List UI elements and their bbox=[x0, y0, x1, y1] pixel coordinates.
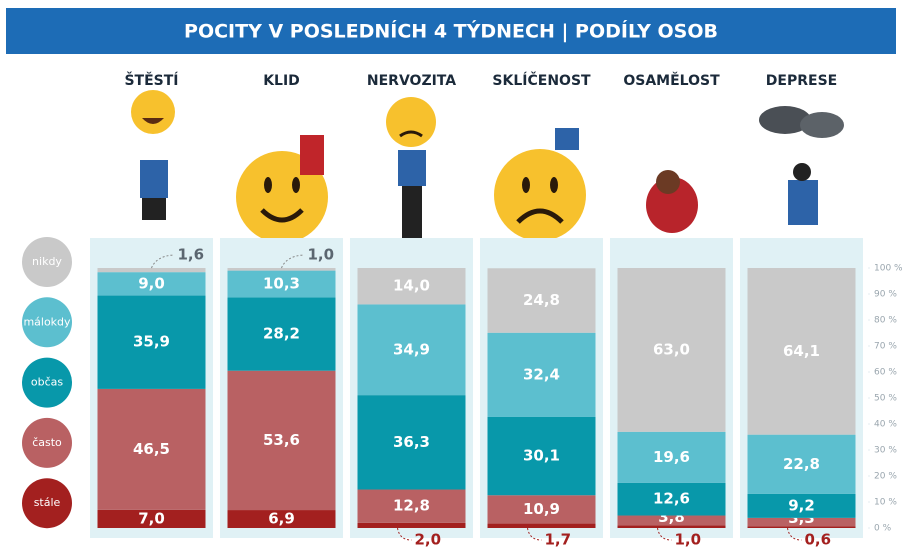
y-tick-label: 80 % bbox=[874, 316, 897, 326]
value-label: 24,8 bbox=[523, 291, 560, 309]
value-label: 2,0 bbox=[415, 531, 442, 547]
value-label: 10,9 bbox=[523, 500, 560, 518]
bar-segment bbox=[98, 268, 206, 272]
plot: 0 % 10 % 20 % 30 % 40 % 50 % 60 % 70 % 80 % 90 % 1… bbox=[22, 71, 902, 547]
category-label: DEPRESE bbox=[766, 73, 837, 89]
category-label: ŠTĚSTÍ bbox=[124, 71, 178, 89]
category-label: KLID bbox=[263, 73, 300, 89]
y-tick-label: 60 % bbox=[874, 368, 897, 378]
value-label: 35,9 bbox=[133, 333, 170, 351]
value-label: 1,0 bbox=[308, 246, 335, 264]
value-label: 1,6 bbox=[178, 246, 205, 264]
bar-segment bbox=[358, 523, 466, 528]
bar-segment bbox=[488, 524, 596, 528]
value-label: 22,8 bbox=[783, 455, 820, 473]
value-label: 6,9 bbox=[268, 510, 295, 528]
y-tick-label: 90 % bbox=[874, 290, 897, 300]
legend-label: stále bbox=[34, 496, 61, 509]
y-tick-label: 10 % bbox=[874, 498, 897, 508]
value-label: 46,5 bbox=[133, 440, 170, 458]
illustrations bbox=[131, 90, 844, 243]
category-label: OSAMĚLOST bbox=[623, 72, 720, 89]
value-label: 1,0 bbox=[675, 531, 702, 547]
value-label: 1,7 bbox=[545, 531, 572, 547]
value-label: 9,2 bbox=[788, 496, 815, 514]
value-label: 0,6 bbox=[805, 531, 832, 547]
y-tick-label: 30 % bbox=[874, 446, 897, 456]
value-label: 30,1 bbox=[523, 447, 560, 465]
legend-label: často bbox=[32, 436, 62, 449]
legend-label: nikdy bbox=[32, 255, 62, 268]
category-label: NERVOZITA bbox=[367, 73, 456, 89]
y-tick-label: 70 % bbox=[874, 342, 897, 352]
value-label: 12,6 bbox=[653, 490, 690, 508]
value-label: 32,4 bbox=[523, 365, 560, 383]
value-label: 19,6 bbox=[653, 448, 690, 466]
y-tick-label: 20 % bbox=[874, 472, 897, 482]
y-tick-label: 40 % bbox=[874, 420, 897, 430]
value-label: 14,0 bbox=[393, 277, 430, 295]
value-label: 34,9 bbox=[393, 340, 430, 358]
chart: POCITY V POSLEDNÍCH 4 TÝDNECH | PODÍLY O… bbox=[0, 0, 902, 547]
value-label: 7,0 bbox=[138, 509, 165, 527]
y-tick-label: 0 % bbox=[874, 524, 892, 534]
value-label: 9,0 bbox=[138, 274, 165, 292]
y-tick-label: 50 % bbox=[874, 394, 897, 404]
value-label: 63,0 bbox=[653, 340, 690, 358]
y-tick-label: 100 % bbox=[874, 264, 902, 274]
legend-label: málokdy bbox=[23, 315, 71, 328]
value-label: 64,1 bbox=[783, 342, 820, 360]
value-label: 53,6 bbox=[263, 431, 300, 449]
value-label: 12,8 bbox=[393, 497, 430, 515]
legend-label: občas bbox=[31, 376, 64, 389]
value-label: 28,2 bbox=[263, 325, 300, 343]
value-label: 36,3 bbox=[393, 433, 430, 451]
chart-title: POCITY V POSLEDNÍCH 4 TÝDNECH | PODÍLY O… bbox=[184, 19, 718, 43]
value-label: 10,3 bbox=[263, 274, 300, 292]
bar-segment bbox=[228, 268, 336, 271]
category-label: SKLÍČENOST bbox=[492, 71, 591, 89]
